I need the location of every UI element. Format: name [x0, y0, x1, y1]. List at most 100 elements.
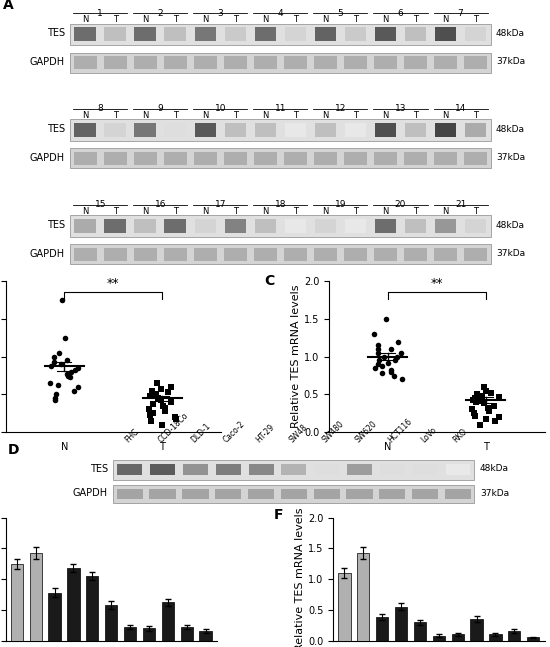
- Point: [47, 361, 56, 371]
- Point: [172, 413, 180, 424]
- Point: [491, 415, 499, 426]
- Text: 20: 20: [395, 201, 406, 210]
- Point: [46, 378, 54, 388]
- Point: [161, 402, 169, 413]
- Bar: [74, 248, 97, 261]
- Point: [156, 384, 165, 394]
- Point: [148, 408, 157, 419]
- Bar: [344, 152, 367, 165]
- Text: N: N: [382, 15, 389, 24]
- Text: 48kDa: 48kDa: [496, 125, 525, 134]
- Text: N: N: [382, 111, 389, 120]
- Point: [60, 333, 69, 343]
- Point: [377, 368, 386, 378]
- Point: [475, 395, 484, 406]
- Bar: [404, 248, 427, 261]
- Text: 2: 2: [157, 8, 163, 17]
- Bar: [70, 149, 491, 168]
- Bar: [182, 489, 208, 499]
- Bar: [490, 634, 502, 641]
- Bar: [117, 465, 142, 476]
- Text: T: T: [293, 207, 298, 215]
- Bar: [70, 120, 491, 140]
- Bar: [183, 465, 208, 476]
- Bar: [150, 489, 175, 499]
- Bar: [224, 56, 247, 69]
- Bar: [464, 56, 487, 69]
- Text: T: T: [173, 207, 178, 215]
- Point: [374, 344, 383, 355]
- Bar: [284, 56, 307, 69]
- Bar: [414, 622, 426, 641]
- Point: [377, 360, 386, 371]
- Text: A: A: [3, 0, 14, 12]
- Text: TES: TES: [47, 124, 65, 135]
- Text: F: F: [274, 508, 283, 521]
- Bar: [434, 27, 456, 41]
- Bar: [113, 485, 475, 503]
- Bar: [104, 248, 126, 261]
- Bar: [314, 465, 339, 476]
- Bar: [249, 465, 273, 476]
- Point: [73, 363, 82, 373]
- Point: [369, 329, 378, 339]
- Text: SW480: SW480: [320, 419, 345, 444]
- Bar: [374, 248, 397, 261]
- Text: N: N: [82, 111, 89, 120]
- Bar: [104, 152, 126, 165]
- Point: [393, 351, 402, 362]
- Point: [63, 355, 72, 366]
- Bar: [134, 219, 156, 233]
- Point: [54, 347, 63, 358]
- Point: [56, 359, 65, 369]
- Bar: [48, 593, 60, 641]
- Bar: [254, 248, 277, 261]
- Bar: [374, 56, 397, 69]
- Text: N: N: [142, 111, 148, 120]
- Text: T: T: [293, 15, 298, 24]
- Text: N: N: [442, 15, 449, 24]
- Point: [70, 386, 79, 396]
- Bar: [74, 123, 96, 137]
- Bar: [412, 489, 438, 499]
- Bar: [224, 123, 246, 137]
- Text: Caco-2: Caco-2: [222, 419, 247, 444]
- Text: RKO: RKO: [452, 426, 469, 444]
- Text: N: N: [202, 15, 208, 24]
- Text: C: C: [264, 274, 274, 288]
- Bar: [134, 152, 157, 165]
- Text: 7: 7: [458, 8, 464, 17]
- Text: N: N: [322, 207, 328, 215]
- Text: N: N: [322, 15, 328, 24]
- Point: [470, 410, 479, 421]
- Bar: [345, 219, 366, 233]
- Point: [487, 388, 496, 398]
- Text: T: T: [113, 111, 118, 120]
- Text: SW620: SW620: [353, 419, 378, 444]
- Text: N: N: [202, 207, 208, 215]
- Bar: [527, 637, 540, 641]
- Bar: [380, 465, 405, 476]
- Point: [51, 395, 59, 405]
- Text: T: T: [413, 15, 418, 24]
- Bar: [375, 27, 397, 41]
- Text: T: T: [113, 15, 118, 24]
- Point: [469, 395, 477, 405]
- Point: [158, 419, 167, 430]
- Bar: [405, 123, 426, 137]
- Text: **: **: [107, 277, 119, 291]
- Bar: [464, 248, 487, 261]
- Text: N: N: [202, 111, 208, 120]
- Bar: [315, 123, 336, 137]
- Point: [152, 389, 161, 400]
- Bar: [194, 56, 217, 69]
- Text: GAPDH: GAPDH: [30, 248, 65, 259]
- Bar: [254, 56, 277, 69]
- Text: T: T: [113, 207, 118, 215]
- Point: [146, 391, 155, 401]
- Bar: [104, 219, 126, 233]
- Text: N: N: [82, 15, 89, 24]
- Text: 48kDa: 48kDa: [480, 464, 509, 473]
- Bar: [433, 635, 445, 641]
- Text: T: T: [473, 207, 478, 215]
